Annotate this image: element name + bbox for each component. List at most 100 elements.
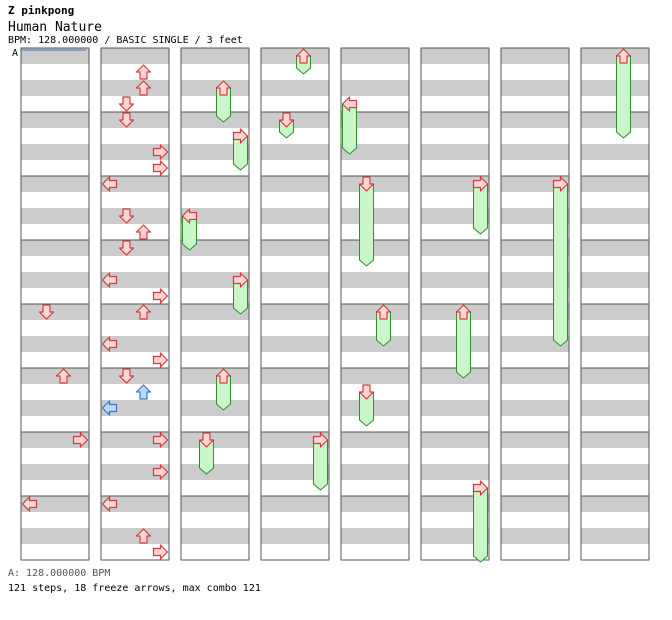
stripe — [181, 176, 249, 192]
freeze-head-arrow — [278, 112, 295, 128]
stripe — [581, 400, 649, 416]
stripe — [341, 432, 409, 448]
freeze-head-arrow — [615, 48, 632, 64]
step-arrow — [152, 352, 169, 368]
stripe — [101, 336, 169, 352]
section-marker: A — [12, 48, 18, 59]
stripe — [341, 144, 409, 160]
stripe — [501, 432, 569, 448]
stripe — [421, 176, 489, 192]
stripe — [21, 528, 89, 544]
stripe — [21, 144, 89, 160]
stripe — [181, 144, 249, 160]
stripe — [581, 240, 649, 256]
stripe — [501, 272, 569, 288]
stripe — [421, 336, 489, 352]
step-arrow — [135, 384, 152, 400]
stripe — [341, 48, 409, 64]
freeze-arrow — [359, 183, 374, 267]
freeze-arrow — [616, 55, 631, 139]
chart-column-border — [340, 47, 410, 561]
stripe — [21, 304, 89, 320]
stripe — [501, 48, 569, 64]
step-arrow — [152, 464, 169, 480]
step-arrow — [152, 432, 169, 448]
stripe — [261, 528, 329, 544]
stripe — [341, 400, 409, 416]
step-arrow — [135, 528, 152, 544]
stripe — [261, 48, 329, 64]
stripe — [421, 272, 489, 288]
stripe — [501, 80, 569, 96]
stripe — [341, 272, 409, 288]
step-arrow — [118, 112, 135, 128]
stripe — [421, 304, 489, 320]
freeze-head-arrow — [358, 176, 375, 192]
stripe — [261, 432, 329, 448]
step-arrow — [101, 272, 118, 288]
chart-column-border — [420, 47, 490, 561]
step-arrow — [135, 304, 152, 320]
freeze-head-arrow — [232, 128, 249, 144]
stripe — [421, 496, 489, 512]
step-arrow — [101, 336, 118, 352]
stripe — [581, 496, 649, 512]
stripe — [181, 464, 249, 480]
stripe — [501, 336, 569, 352]
stripe — [421, 528, 489, 544]
stripe — [181, 400, 249, 416]
stripe — [421, 240, 489, 256]
stripe — [341, 496, 409, 512]
stats-line: 121 steps, 18 freeze arrows, max combo 1… — [8, 583, 261, 594]
step-arrow — [118, 368, 135, 384]
stripe — [21, 80, 89, 96]
stripe — [421, 368, 489, 384]
step-arrow — [135, 224, 152, 240]
stripe — [581, 304, 649, 320]
stripe — [261, 304, 329, 320]
stripe — [341, 464, 409, 480]
freeze-head-arrow — [312, 432, 329, 448]
step-arrow — [118, 208, 135, 224]
stripe — [101, 464, 169, 480]
stripe — [581, 80, 649, 96]
stripe — [421, 208, 489, 224]
stripe — [341, 240, 409, 256]
stripe — [261, 368, 329, 384]
stripe — [181, 240, 249, 256]
stripe — [21, 48, 89, 64]
stripe — [501, 496, 569, 512]
chart-column-border — [580, 47, 650, 561]
stripe — [181, 368, 249, 384]
stripe — [21, 240, 89, 256]
stripe — [261, 400, 329, 416]
stripe — [181, 528, 249, 544]
step-arrow — [101, 400, 118, 416]
freeze-arrow — [473, 487, 488, 563]
stripe — [21, 368, 89, 384]
stripe — [421, 112, 489, 128]
chart-column-border — [20, 47, 90, 561]
step-arrow — [38, 304, 55, 320]
stripe — [261, 496, 329, 512]
stripe — [581, 272, 649, 288]
freeze-head-arrow — [198, 432, 215, 448]
stripe — [181, 208, 249, 224]
stripe — [261, 112, 329, 128]
stripe — [101, 240, 169, 256]
freeze-head-arrow — [215, 368, 232, 384]
stripe — [181, 112, 249, 128]
stripe — [421, 464, 489, 480]
stripe — [101, 528, 169, 544]
stripe — [21, 464, 89, 480]
step-arrow — [152, 288, 169, 304]
stripe — [181, 48, 249, 64]
stripe — [501, 464, 569, 480]
stripe — [101, 368, 169, 384]
stripe — [581, 336, 649, 352]
stripe — [341, 368, 409, 384]
stripe — [581, 112, 649, 128]
stripe — [21, 208, 89, 224]
stripe — [21, 272, 89, 288]
step-arrow — [118, 240, 135, 256]
